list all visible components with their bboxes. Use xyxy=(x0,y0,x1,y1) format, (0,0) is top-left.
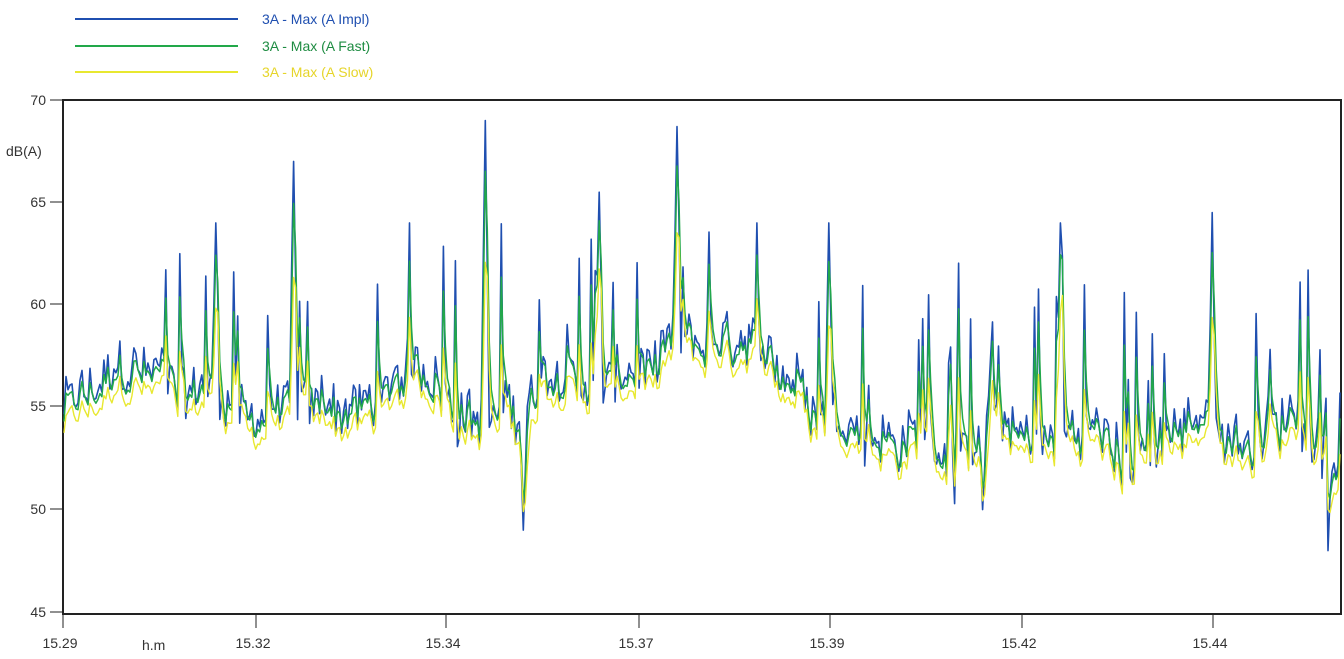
x-tick-15-34: 15.34 xyxy=(425,614,461,651)
y-tick-label: 65 xyxy=(30,194,46,210)
series-line-fast xyxy=(63,165,1341,501)
y-tick-50: 50 xyxy=(30,501,63,517)
y-tick-label: 50 xyxy=(30,501,46,517)
x-tick-15-44: 15.44 xyxy=(1192,614,1228,651)
legend-item-slow: 3A - Max (A Slow) xyxy=(75,64,373,80)
y-tick-label: 70 xyxy=(30,92,46,108)
legend-item-fast: 3A - Max (A Fast) xyxy=(75,38,370,54)
y-tick-60: 60 xyxy=(30,296,63,312)
x-tick-15-39: 15.39 xyxy=(809,614,845,651)
x-tick-label: 15.39 xyxy=(809,635,844,651)
legend-label-slow: 3A - Max (A Slow) xyxy=(262,64,373,80)
x-tick-label: 15.29 xyxy=(42,635,77,651)
x-tick-label: 15.32 xyxy=(235,635,270,651)
y-tick-label: 45 xyxy=(30,604,46,620)
y-axis: 45 50 55 60 65 70 xyxy=(30,92,63,620)
legend: 3A - Max (A Impl) 3A - Max (A Fast) 3A -… xyxy=(75,11,373,80)
x-tick-15-32: 15.32 xyxy=(235,614,271,651)
x-axis-label: h.m xyxy=(142,637,165,653)
y-tick-65: 65 xyxy=(30,194,63,210)
series-line-impl xyxy=(63,119,1341,552)
x-tick-label: 15.42 xyxy=(1001,635,1036,651)
x-tick-15-42: 15.42 xyxy=(1001,614,1037,651)
x-tick-label: 15.44 xyxy=(1192,635,1227,651)
legend-item-impl: 3A - Max (A Impl) xyxy=(75,11,369,27)
series-line-slow xyxy=(63,232,1341,514)
y-tick-label: 55 xyxy=(30,398,46,414)
y-tick-45: 45 xyxy=(30,604,63,620)
x-axis: 15.29 15.32 15.34 15.37 15.39 15.42 15.4… xyxy=(42,614,1228,651)
series-layer xyxy=(63,119,1341,552)
x-tick-label: 15.34 xyxy=(425,635,460,651)
y-tick-55: 55 xyxy=(30,398,63,414)
x-tick-label: 15.37 xyxy=(618,635,653,651)
plot-area-frame xyxy=(62,99,1342,615)
y-axis-label: dB(A) xyxy=(6,143,42,159)
legend-label-impl: 3A - Max (A Impl) xyxy=(262,11,369,27)
x-tick-15-37: 15.37 xyxy=(618,614,654,651)
x-tick-15-29: 15.29 xyxy=(42,614,78,651)
y-tick-70: 70 xyxy=(30,92,63,108)
legend-label-fast: 3A - Max (A Fast) xyxy=(262,38,370,54)
y-tick-label: 60 xyxy=(30,296,46,312)
